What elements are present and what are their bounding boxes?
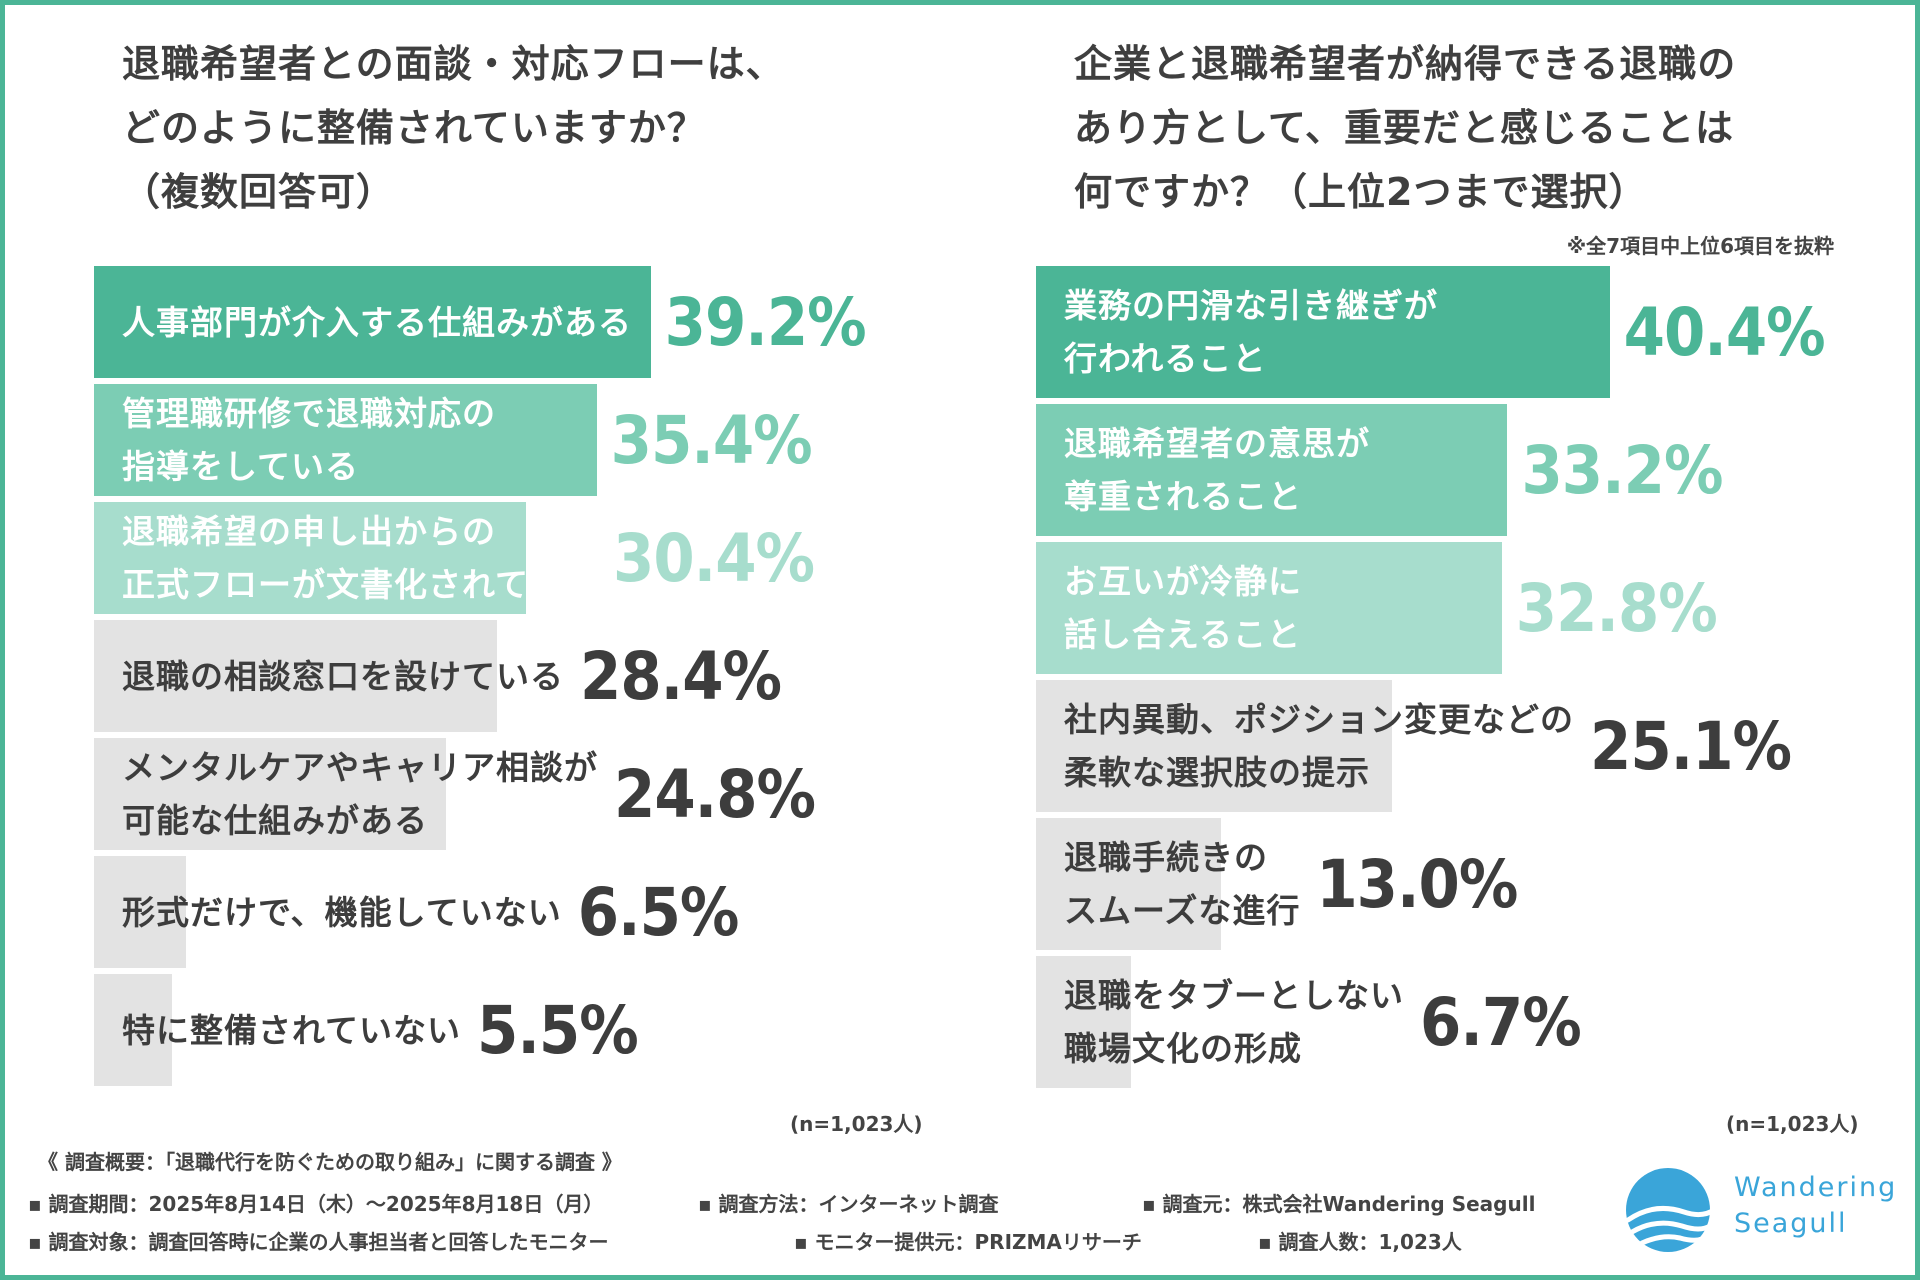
survey-method: ▪ 調査方法：インターネット調査: [698, 1192, 999, 1216]
bar-category-label: 退職をタブーとしない 職場文化の形成: [1064, 976, 1404, 1068]
chart-row: お互いが冷静に 話し合えること 32.8%: [1036, 542, 1856, 674]
chart-row: 退職をタブーとしない 職場文化の形成 6.7%: [1036, 956, 1856, 1088]
bar-value-label: 28.4%: [580, 637, 782, 715]
bar-category-label: 退職の相談窓口を設けている: [122, 656, 564, 696]
bar-category-label: 管理職研修で退職対応の 指導をしている: [122, 394, 496, 486]
chart-bar: [94, 384, 597, 496]
right-chart-title: 企業と退職希望者が納得できる退職の あり方として、重要だと感じることは 何ですか…: [1074, 42, 1737, 214]
chart-row: 特に整備されていない 5.5%: [94, 974, 914, 1086]
chart-row: 社内異動、ポジション変更などの 柔軟な選択肢の提示 25.1%: [1036, 680, 1856, 812]
survey-provider: ▪ モニター提供元：PRIZMAリサーチ: [794, 1230, 1142, 1254]
seagull-wave-icon: [1625, 1168, 1717, 1252]
survey-period: ▪ 調査期間：2025年8月14日（木）〜2025年8月18日（月）: [28, 1192, 604, 1216]
bar-category-label: 退職希望者の意思が 尊重されること: [1064, 424, 1370, 516]
bar-category-label: お互いが冷静に 話し合えること: [1064, 562, 1302, 654]
bar-value-label: 39.2%: [664, 283, 867, 361]
survey-count: ▪ 調査人数：1,023人: [1258, 1230, 1462, 1254]
survey-heading: 《 調査概要：「退職代行を防ぐための取り組み」に関する調査 》: [38, 1150, 622, 1174]
chart-bar: [94, 620, 498, 732]
chart-bar: [94, 738, 447, 850]
chart-row: 人事部門が介入する仕組みがある 39.2%: [94, 266, 914, 378]
bar-category-label: 退職手続きの スムーズな進行: [1064, 838, 1301, 930]
chart-row: 形式だけで、機能していない 6.5%: [94, 856, 914, 968]
right-chart-note: ※全7項目中上位6項目を抜粋: [1566, 234, 1834, 258]
right-sample-size: (n=1,023人): [1726, 1112, 1859, 1136]
bar-category-label: 特に整備されていない: [122, 1010, 462, 1050]
chart-bar: [1036, 266, 1610, 398]
chart-bar: [94, 856, 187, 968]
chart-bar: [1036, 404, 1508, 536]
survey-target: ▪ 調査対象：調査回答時に企業の人事担当者と回答したモニター: [28, 1230, 609, 1254]
bar-value-label: 40.4%: [1623, 293, 1826, 371]
bar-category-label: 形式だけで、機能していない: [122, 892, 562, 932]
bar-value-label: 6.7%: [1420, 983, 1582, 1061]
left-chart-title: 退職希望者との面談・対応フローは、 どのように整備されていますか？ （複数回答可…: [122, 42, 785, 214]
bar-value-label: 30.4%: [613, 519, 815, 597]
chart-row: 退職の相談窓口を設けている 28.4%: [94, 620, 914, 732]
survey-source: ▪ 調査元：株式会社Wandering Seagull: [1142, 1192, 1536, 1216]
chart-row: 退職希望の申し出からの 正式フローが文書化されている 30.4%: [94, 502, 914, 614]
wandering-seagull-logo: Wandering Seagull: [1614, 1164, 1904, 1254]
chart-bar: [94, 974, 173, 1086]
chart-bar: [94, 502, 526, 614]
bar-value-label: 33.2%: [1521, 431, 1723, 509]
bar-value-label: 25.1%: [1590, 707, 1792, 785]
bar-category-label: 退職希望の申し出からの 正式フローが文書化されている: [122, 512, 598, 604]
bar-value-label: 32.8%: [1515, 569, 1718, 647]
bar-category-label: 社内異動、ポジション変更などの 柔軟な選択肢の提示: [1064, 700, 1574, 792]
logo-wordmark: Wandering Seagull: [1734, 1172, 1898, 1239]
bar-value-label: 35.4%: [610, 401, 813, 479]
chart-bar: [1036, 680, 1393, 812]
bar-category-label: 人事部門が介入する仕組みがある: [122, 302, 632, 342]
bar-value-label: 24.8%: [614, 755, 816, 833]
chart-row: 退職手続きの スムーズな進行 13.0%: [1036, 818, 1856, 950]
chart-bar: [94, 266, 651, 378]
bar-value-label: 5.5%: [477, 991, 639, 1069]
chart-bar: [1036, 818, 1221, 950]
chart-row: メンタルケアやキャリア相談が 可能な仕組みがある 24.8%: [94, 738, 914, 850]
bar-category-label: 業務の円滑な引き継ぎが 行われること: [1064, 286, 1438, 378]
bar-category-label: メンタルケアやキャリア相談が 可能な仕組みがある: [122, 748, 598, 840]
chart-bar: [1036, 542, 1502, 674]
bar-value-label: 6.5%: [577, 873, 740, 951]
chart-row: 管理職研修で退職対応の 指導をしている 35.4%: [94, 384, 914, 496]
chart-row: 業務の円滑な引き継ぎが 行われること 40.4%: [1036, 266, 1856, 398]
chart-row: 退職希望者の意思が 尊重されること 33.2%: [1036, 404, 1856, 536]
bar-value-label: 13.0%: [1316, 845, 1518, 923]
chart-bar: [1036, 956, 1132, 1088]
left-sample-size: (n=1,023人): [790, 1112, 923, 1136]
